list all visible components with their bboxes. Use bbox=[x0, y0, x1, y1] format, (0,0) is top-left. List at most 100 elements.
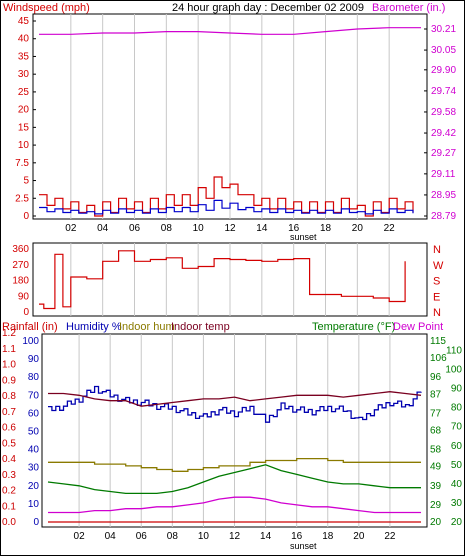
windspeed-gust-line bbox=[39, 176, 414, 217]
top-series bbox=[39, 27, 421, 217]
top-x-tick-label: 22 bbox=[384, 223, 396, 234]
rain-tick-label: 0.7 bbox=[2, 407, 16, 418]
temp-b-tick-label: 90 bbox=[451, 384, 463, 395]
rain-tick-label: 0.9 bbox=[2, 375, 16, 386]
top-right-tick-label: 30.21 bbox=[431, 24, 456, 35]
top-right-tick-label: 29.58 bbox=[431, 107, 456, 118]
humidity-tick-label: 60 bbox=[28, 408, 40, 419]
temp-b-tick-label: 60 bbox=[451, 441, 463, 452]
top-right-tick-label: 29.11 bbox=[431, 169, 456, 180]
top-x-tick-label: 20 bbox=[352, 223, 364, 234]
indoor-hum-line bbox=[48, 457, 421, 472]
temp-b-tick-label: 100 bbox=[445, 365, 462, 376]
humidity-tick-label: 70 bbox=[28, 390, 40, 401]
mid-left-ticks: 0 90 180 270 360 bbox=[12, 244, 29, 318]
bottom-x-tick-label: 04 bbox=[105, 531, 117, 542]
temp-a-tick-label: 68 bbox=[430, 426, 442, 437]
top-x-tick-label: 18 bbox=[320, 223, 332, 234]
temp-a-tick-label: 77 bbox=[430, 408, 442, 419]
humidity-tick-label: 30 bbox=[28, 463, 40, 474]
bottom-x-tick-label: 20 bbox=[353, 531, 365, 542]
top-right-tick-label: 28.79 bbox=[431, 211, 456, 222]
humidity-tick-label: 40 bbox=[28, 445, 40, 456]
temp-a-ticks: 20 29 39 49 58 68 77 87 96 106 115 bbox=[430, 336, 447, 528]
humidity-ticks: 0 10 20 30 40 50 60 70 80 90 100 bbox=[22, 336, 39, 528]
bottom-x-ticks: 02 04 06 08 10 12 14 16 18 20 22 bbox=[74, 531, 396, 542]
mid-right-tick-label: N bbox=[433, 244, 441, 256]
windspeed-avg-line bbox=[39, 199, 414, 215]
temp-a-tick-label: 106 bbox=[430, 353, 447, 364]
mid-right-tick-label: W bbox=[433, 260, 444, 272]
top-left-axis-label: Windspeed (mph) bbox=[3, 2, 90, 14]
temperature-line bbox=[47, 464, 421, 495]
temp-b-ticks: 20 30 40 50 60 70 80 90 100 110 bbox=[445, 346, 462, 528]
top-left-tick-label: 0 bbox=[23, 211, 29, 222]
top-left-tick-label: 20 bbox=[18, 105, 30, 116]
top-left-tick-label: 5 bbox=[23, 176, 29, 187]
temp-a-tick-label: 39 bbox=[430, 481, 442, 492]
dew-point-line bbox=[48, 496, 421, 514]
top-right-tick-label: 29.90 bbox=[431, 65, 456, 76]
rain-tick-label: 1.1 bbox=[2, 344, 16, 355]
temp-a-tick-label: 29 bbox=[430, 500, 442, 511]
humidity-line bbox=[48, 385, 422, 423]
top-left-tick-label: 25 bbox=[18, 87, 30, 98]
rain-tick-label: 1.0 bbox=[2, 360, 16, 371]
rain-tick-label: 0.6 bbox=[2, 423, 16, 434]
top-left-tick-label: 10 bbox=[18, 140, 30, 151]
humidity-tick-label: 10 bbox=[28, 499, 40, 510]
mid-left-tick-label: 0 bbox=[23, 307, 29, 318]
top-left-tick-label: 35 bbox=[18, 51, 30, 62]
temperature-label: Temperature (°F) bbox=[312, 321, 395, 333]
rain-tick-label: 0.0 bbox=[2, 517, 16, 528]
temp-a-tick-label: 96 bbox=[430, 372, 442, 383]
temp-a-tick-label: 58 bbox=[430, 445, 442, 456]
top-sunset-label: sunset bbox=[290, 232, 317, 242]
top-right-tick-label: 29.74 bbox=[431, 86, 456, 97]
top-right-tick-label: 30.05 bbox=[431, 45, 456, 56]
dew-point-label: Dew Point bbox=[393, 321, 443, 333]
top-left-tick-label: 40 bbox=[18, 34, 30, 45]
temp-a-tick-label: 20 bbox=[430, 517, 442, 528]
temp-a-tick-label: 49 bbox=[430, 462, 442, 473]
humidity-tick-label: 100 bbox=[22, 336, 39, 347]
top-x-tick-label: 14 bbox=[256, 223, 268, 234]
mid-grid bbox=[70, 243, 390, 316]
top-right-ticks: 28.79 28.95 29.11 29.27 29.42 29.58 29.74 29.90… bbox=[424, 24, 456, 222]
mid-left-tick-label: 270 bbox=[12, 260, 29, 271]
top-grid bbox=[70, 14, 390, 219]
temp-b-tick-label: 30 bbox=[451, 498, 463, 509]
wind-direction-line bbox=[39, 250, 406, 310]
top-left-tick-label: 30 bbox=[18, 69, 30, 80]
mid-right-tick-label: N bbox=[433, 307, 441, 319]
humidity-tick-label: 80 bbox=[28, 372, 40, 383]
top-left-tick-label: 2.5 bbox=[15, 193, 29, 204]
barometer-line bbox=[39, 27, 421, 35]
humidity-temperature-chart: Rainfall (in) Humidity % Indoor hum Indo… bbox=[2, 321, 462, 551]
bottom-x-tick-label: 02 bbox=[74, 531, 86, 542]
temp-b-tick-label: 80 bbox=[451, 403, 463, 414]
humidity-label: Humidity % bbox=[66, 321, 122, 333]
indoor-temp-label: Indoor temp bbox=[171, 321, 230, 333]
rain-tick-label: 0.1 bbox=[2, 501, 16, 512]
top-x-tick-label: 06 bbox=[129, 223, 141, 234]
temp-b-tick-label: 20 bbox=[451, 517, 463, 528]
top-right-tick-label: 29.27 bbox=[431, 148, 456, 159]
temp-b-tick-label: 70 bbox=[451, 422, 463, 433]
indoor-temp-line bbox=[48, 391, 422, 407]
mid-series bbox=[39, 250, 406, 310]
top-x-tick-label: 02 bbox=[65, 223, 77, 234]
mid-left-tick-label: 360 bbox=[12, 244, 29, 255]
top-left-ticks: 0 2.5 5 7.5 10 15 20 25 30 35 40 45 bbox=[15, 16, 36, 222]
bottom-x-tick-label: 10 bbox=[198, 531, 210, 542]
top-x-tick-label: 10 bbox=[193, 223, 205, 234]
rain-tick-label: 0.8 bbox=[2, 391, 16, 402]
rainfall-label: Rainfall (in) bbox=[2, 321, 58, 333]
rain-tick-label: 0.3 bbox=[2, 470, 16, 481]
temp-a-tick-label: 115 bbox=[430, 336, 446, 347]
top-x-tick-label: 08 bbox=[161, 223, 173, 234]
temp-b-tick-label: 110 bbox=[446, 346, 462, 357]
